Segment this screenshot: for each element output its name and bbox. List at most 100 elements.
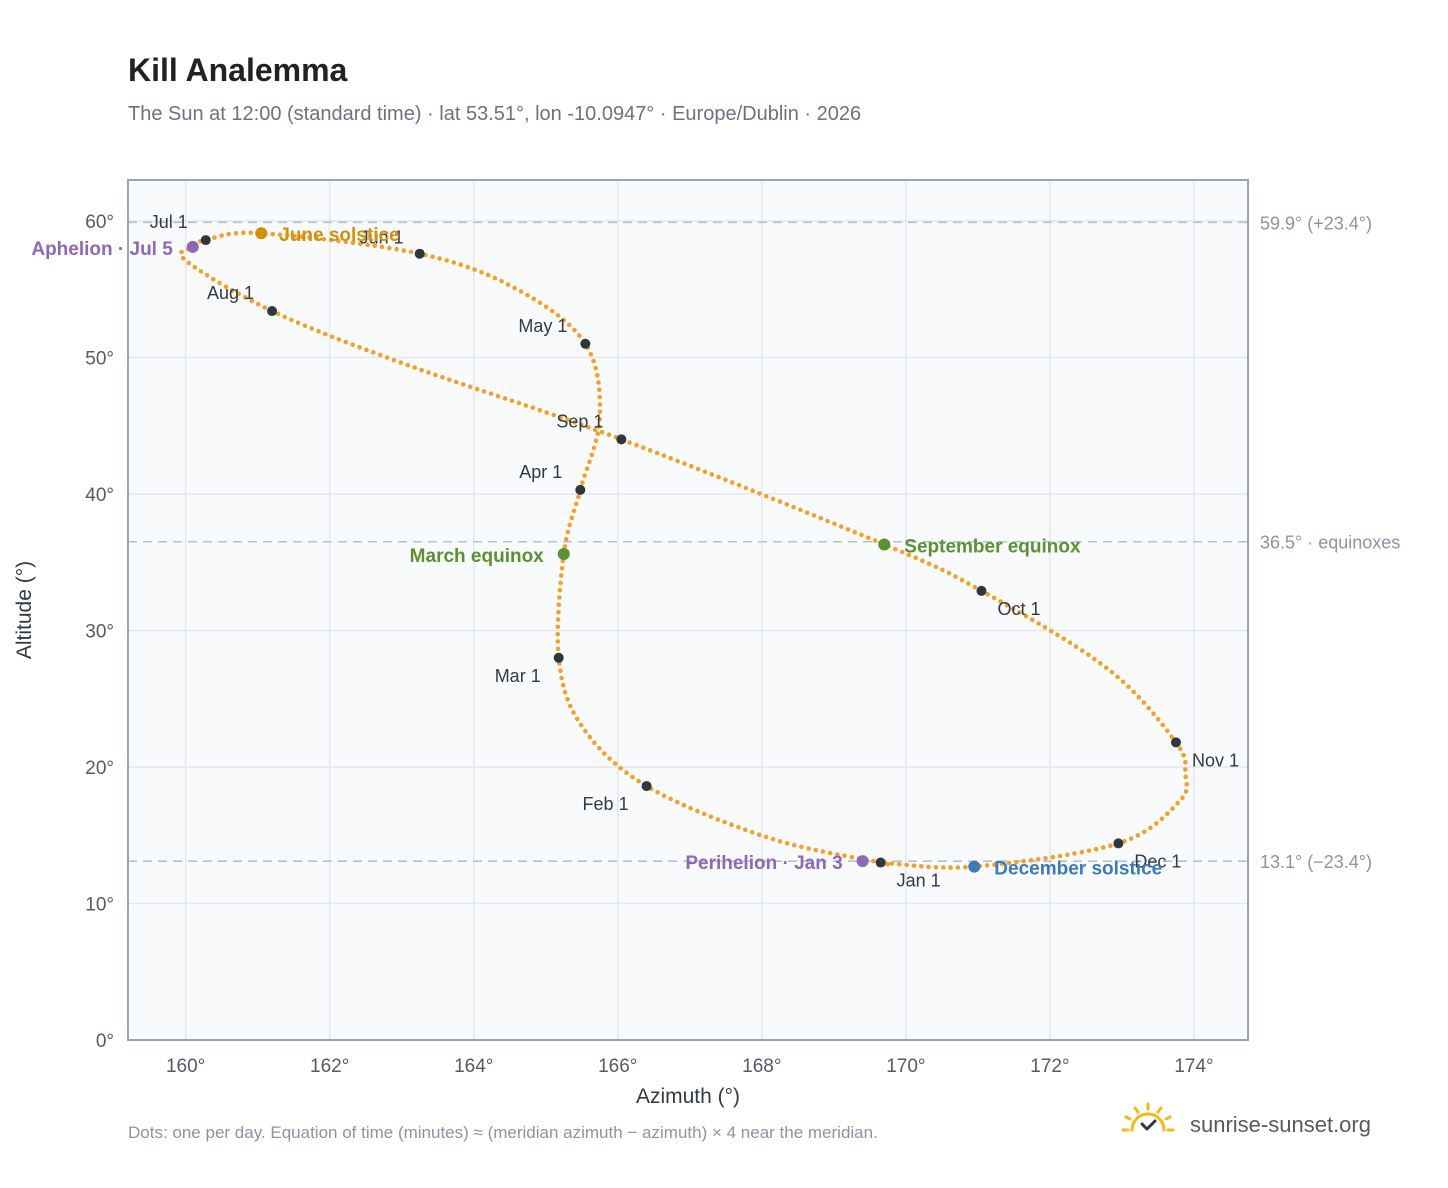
daily-dot (1036, 857, 1041, 862)
daily-dot (562, 689, 568, 695)
daily-dot (1180, 795, 1185, 801)
daily-dot (804, 510, 810, 515)
daily-dot (1184, 781, 1190, 787)
daily-dot (668, 796, 673, 802)
daily-dot (1183, 759, 1188, 765)
daily-dot (784, 502, 790, 507)
daily-dot (531, 296, 537, 302)
daily-dot (756, 832, 762, 837)
daily-dot (343, 239, 349, 245)
daily-dot (597, 402, 603, 407)
daily-dot (226, 231, 231, 237)
daily-dot (1028, 858, 1034, 863)
daily-dot (314, 236, 319, 241)
daily-dot (358, 241, 363, 246)
daily-dot (597, 416, 602, 422)
daily-dot (285, 233, 290, 238)
month-marker (575, 484, 586, 495)
daily-dot (820, 849, 826, 854)
daily-dot (1160, 722, 1166, 728)
daily-dot (591, 358, 596, 364)
daily-dot (525, 292, 530, 298)
daily-dot (565, 696, 570, 702)
daily-dot (576, 494, 581, 500)
daily-dot (948, 865, 953, 870)
daily-dot (1080, 648, 1085, 653)
daily-dot (599, 429, 605, 435)
daily-dot (558, 580, 563, 586)
daily-dot (371, 350, 376, 355)
daily-dot (586, 424, 591, 430)
daily-dot (926, 561, 932, 566)
daily-dot (722, 819, 727, 825)
event-label: Perihelion · Jan 3 (685, 853, 842, 874)
daily-dot (565, 417, 570, 423)
daily-dot (502, 396, 508, 401)
daily-dot (444, 258, 450, 263)
daily-dot (715, 817, 721, 822)
daily-dot (180, 255, 186, 261)
daily-dot (859, 532, 864, 538)
y-tick-label: 0° (96, 1031, 114, 1052)
daily-dot (1079, 849, 1085, 855)
daily-dot (472, 267, 477, 272)
daily-dot (223, 284, 229, 290)
daily-dot (933, 564, 939, 569)
daily-dot (953, 574, 958, 579)
daily-dot (1004, 602, 1010, 608)
daily-dot (959, 577, 965, 583)
month-marker (1170, 737, 1181, 748)
daily-dot (1151, 711, 1156, 716)
x-tick-label: 166° (598, 1056, 637, 1077)
daily-dot (394, 247, 399, 252)
daily-dot (1165, 728, 1170, 734)
daily-dot (292, 233, 297, 239)
daily-dot (323, 331, 328, 337)
daily-dot (433, 372, 438, 378)
daily-dot (940, 567, 945, 573)
daily-dot (565, 529, 571, 535)
daily-dot (592, 427, 598, 433)
daily-dot (955, 865, 961, 870)
x-tick-label: 170° (886, 1056, 925, 1077)
daily-dot (893, 546, 898, 552)
month-marker (1113, 838, 1124, 849)
daily-dot (681, 802, 687, 808)
daily-dot (716, 474, 721, 480)
daily-dot (587, 459, 592, 465)
daily-dot (661, 793, 667, 798)
daily-dot (295, 320, 301, 326)
daily-dot (412, 365, 418, 370)
month-marker (580, 338, 591, 349)
daily-dot (186, 260, 192, 266)
month-marker (616, 434, 627, 445)
daily-dot (1098, 661, 1103, 666)
daily-dot (211, 276, 216, 282)
daily-dot (1175, 800, 1180, 806)
daily-dot (1108, 843, 1113, 849)
brand-logo[interactable]: sunrise-sunset.org (1120, 1100, 1390, 1150)
event-label: September equinox (904, 536, 1081, 557)
daily-dot (523, 403, 529, 408)
daily-dot (577, 333, 582, 338)
event-marker (968, 860, 981, 873)
daily-dot (488, 391, 494, 397)
daily-dot (481, 389, 487, 394)
daily-dot (1030, 617, 1035, 623)
daily-dot (458, 262, 464, 268)
daily-dot (885, 862, 891, 867)
daily-dot (270, 231, 276, 237)
daily-dot (561, 317, 566, 323)
daily-dot (217, 280, 222, 286)
month-label: Mar 1 (495, 666, 541, 686)
reference-line-label: 59.9° (+23.4°) (1260, 213, 1372, 233)
daily-dot (675, 799, 680, 805)
daily-dot (1050, 854, 1056, 860)
daily-dot (597, 745, 602, 751)
daily-dot (447, 377, 452, 383)
daily-dot (1043, 855, 1048, 861)
daily-dot (555, 617, 561, 622)
daily-dot (451, 260, 457, 265)
daily-dot (682, 461, 687, 466)
event-marker (186, 240, 199, 253)
